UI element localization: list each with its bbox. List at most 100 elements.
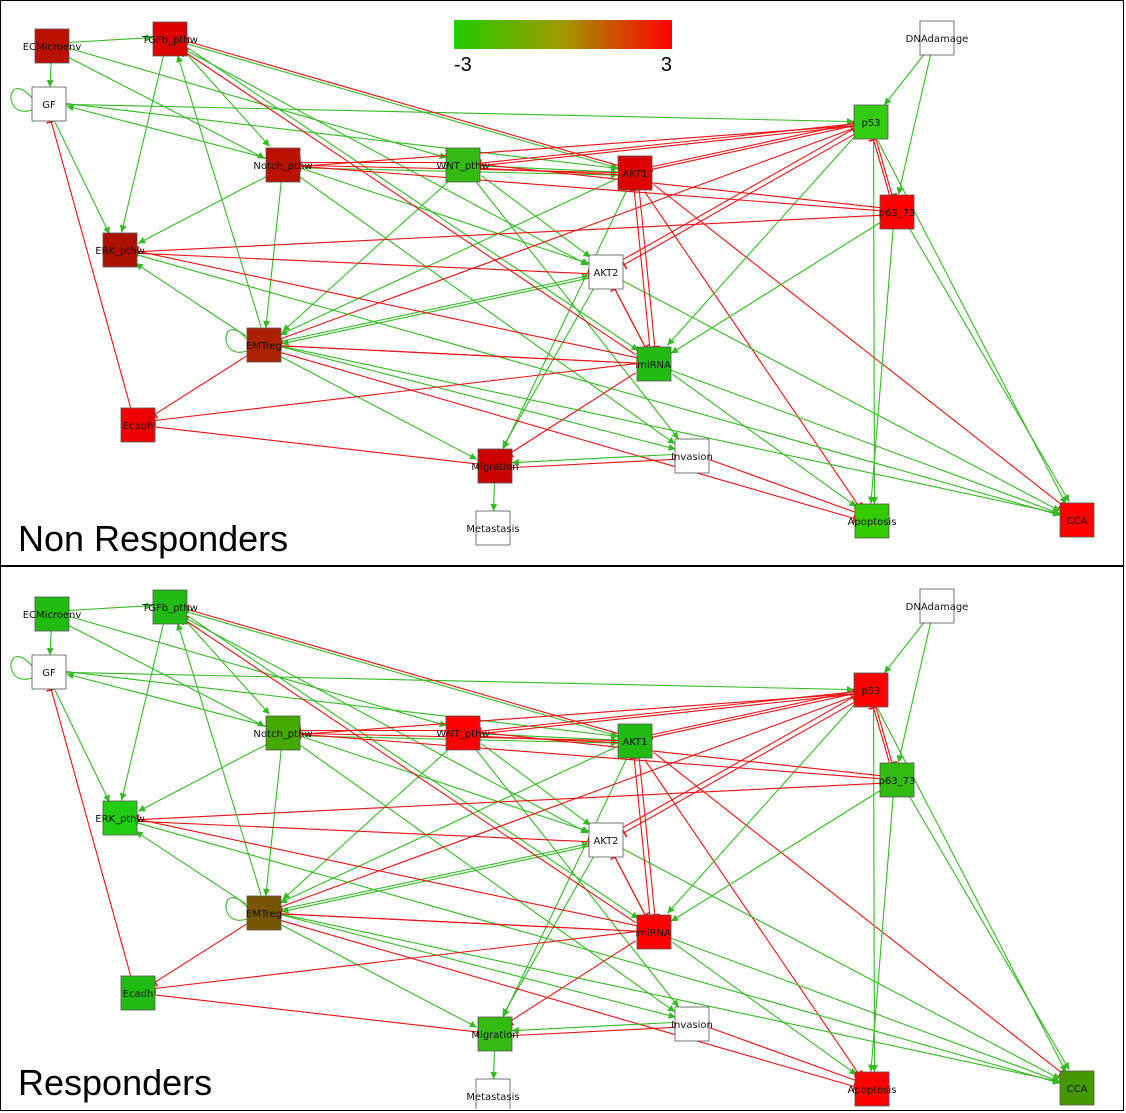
node-box bbox=[674, 1006, 710, 1042]
edge-EMTreg-to-miRNA bbox=[280, 913, 639, 937]
edge-Notch_pthw-to-GF bbox=[66, 104, 267, 159]
node-box bbox=[152, 21, 188, 57]
edge-EMTreg-to-TGFb_pthw bbox=[176, 623, 262, 896]
edge-Notch_pthw-to-EMTreg bbox=[263, 749, 282, 897]
nodes-layer: ECMicroenv TGFb_pthw GF DNAdamage Notch_pthw… bbox=[23, 20, 1095, 546]
node-box bbox=[152, 589, 188, 625]
edge-EMTreg-to-Migration bbox=[279, 355, 478, 460]
node-box bbox=[1059, 1070, 1095, 1106]
node-label: WNT_pthw bbox=[436, 161, 489, 172]
edge-EMTreg-to-miRNA bbox=[280, 345, 639, 369]
edge-EMTreg-to-Apoptosis bbox=[280, 919, 857, 1092]
node-label: p53 bbox=[861, 118, 880, 129]
edge-p63_73-to-p53 bbox=[868, 137, 891, 196]
edge-p63_73-to-CCA bbox=[908, 795, 1070, 1071]
node-label: AKT2 bbox=[593, 836, 618, 847]
edge-EMTreg-to-Ecadh bbox=[151, 923, 248, 987]
node-p53: p53 bbox=[853, 672, 889, 708]
edge-AKT1-to-EMTreg bbox=[279, 746, 618, 904]
edge-miRNA-to-Migration bbox=[507, 940, 636, 1026]
node-label: Migration bbox=[471, 1030, 518, 1041]
edge-EMTreg-to-Invasion bbox=[281, 914, 676, 1019]
edge-AKT2-to-Migration bbox=[502, 287, 595, 449]
node-p63_73: p63_73 bbox=[879, 194, 915, 230]
edge-miRNA-to-ERK_pthw bbox=[135, 246, 638, 359]
network-graph-non-responders: -3 3 ECMicroenv TGFb_pthw GF DNAdamage Notch… bbox=[10, 20, 1095, 559]
node-label: TGFb_pthw bbox=[141, 603, 198, 614]
edge-Invasion-to-Migration bbox=[511, 1021, 675, 1034]
edge-miRNA-to-EMTreg bbox=[279, 908, 638, 932]
node-box bbox=[475, 510, 511, 546]
color-scale-max-label: 3 bbox=[661, 54, 672, 76]
node-label: ERK_pthw bbox=[95, 246, 145, 257]
node-label: DNAdamage bbox=[906, 34, 969, 45]
edge-p53-to-p63_73 bbox=[875, 706, 898, 766]
node-label: p53 bbox=[861, 686, 880, 697]
edges-layer bbox=[10, 602, 1070, 1092]
edge-AKT2-to-CCA bbox=[622, 848, 1061, 1080]
node-box bbox=[445, 715, 481, 751]
edge-p63_73-to-miRNA bbox=[670, 222, 881, 354]
edge-EMTreg-to-EMTreg bbox=[225, 329, 248, 353]
node-box bbox=[265, 147, 301, 183]
edge-p53-to-Apoptosis bbox=[870, 138, 878, 504]
node-AKT2: AKT2 bbox=[588, 822, 624, 858]
node-box bbox=[617, 155, 653, 191]
edge-p63_73-to-miRNA bbox=[670, 790, 881, 922]
edge-GF-to-AKT1 bbox=[66, 102, 619, 172]
node-box bbox=[265, 715, 301, 751]
node-Invasion: Invasion bbox=[671, 1006, 713, 1042]
node-box bbox=[120, 975, 156, 1011]
node-label: ECMicroenv bbox=[23, 42, 82, 53]
edge-GF-to-GF bbox=[10, 656, 33, 680]
edge-p63_73-to-WNT_pthw bbox=[478, 159, 881, 209]
node-box bbox=[1059, 502, 1095, 538]
edge-p63_73-to-ERK_pthw bbox=[136, 782, 881, 825]
edge-p53-to-Apoptosis bbox=[870, 706, 878, 1072]
edge-GF-to-ERK_pthw bbox=[54, 121, 110, 235]
color-scale-legend: -3 3 bbox=[454, 20, 672, 76]
edge-p53-to-p63_73 bbox=[875, 138, 898, 198]
edge-miRNA-to-AKT2 bbox=[610, 285, 646, 348]
node-box bbox=[588, 822, 624, 858]
edge-Notch_pthw-to-GF bbox=[66, 672, 267, 727]
node-miRNA: miRNA bbox=[636, 346, 672, 382]
node-EMTreg: EMTreg bbox=[246, 327, 282, 363]
edge-Notch_pthw-to-ERK_pthw bbox=[137, 175, 268, 244]
node-box bbox=[853, 104, 889, 140]
edge-TGFb_pthw-to-Notch_pthw bbox=[186, 621, 271, 715]
edge-Notch_pthw-to-Invasion bbox=[299, 744, 676, 1013]
node-label: ERK_pthw bbox=[95, 814, 145, 825]
node-ECMicroenv: ECMicroenv bbox=[23, 28, 82, 64]
node-box bbox=[34, 28, 70, 64]
edge-ECMicroenv-to-GF bbox=[46, 62, 54, 88]
node-label: Apoptosis bbox=[848, 1085, 897, 1096]
node-label: miRNA bbox=[637, 928, 671, 939]
node-label: CCA bbox=[1067, 516, 1088, 527]
node-DNAdamage: DNAdamage bbox=[906, 20, 969, 56]
edge-Migration-to-Metastasis bbox=[490, 1050, 498, 1080]
edge-EMTreg-to-Apoptosis bbox=[280, 351, 857, 524]
edge-ECMicroenv-to-WNT_pthw bbox=[69, 615, 447, 728]
edge-Notch_pthw-to-AKT2 bbox=[300, 167, 590, 266]
node-label: p63_73 bbox=[879, 776, 916, 787]
node-label: Ecadh bbox=[123, 421, 154, 432]
node-box bbox=[636, 346, 672, 382]
node-box bbox=[475, 1078, 511, 1109]
edge-AKT1-to-CCA bbox=[653, 183, 1066, 510]
node-box bbox=[854, 503, 890, 539]
node-AKT1: AKT1 bbox=[617, 155, 653, 191]
node-Ecadh: Ecadh bbox=[120, 975, 156, 1011]
edge-GF-to-p53 bbox=[65, 671, 855, 693]
edge-EMTreg-to-AKT2 bbox=[280, 273, 590, 342]
node-ERK_pthw: ERK_pthw bbox=[95, 232, 145, 268]
node-box bbox=[31, 86, 67, 122]
node-box bbox=[636, 914, 672, 950]
edge-Notch_pthw-to-AKT2 bbox=[300, 735, 590, 834]
edge-EMTreg-to-Invasion bbox=[281, 346, 676, 451]
edge-AKT2-to-EMTreg bbox=[281, 845, 590, 914]
node-WNT_pthw: WNT_pthw bbox=[436, 715, 490, 751]
node-ERK_pthw: ERK_pthw bbox=[95, 800, 145, 836]
node-label: GF bbox=[42, 668, 56, 679]
node-box bbox=[102, 800, 138, 836]
